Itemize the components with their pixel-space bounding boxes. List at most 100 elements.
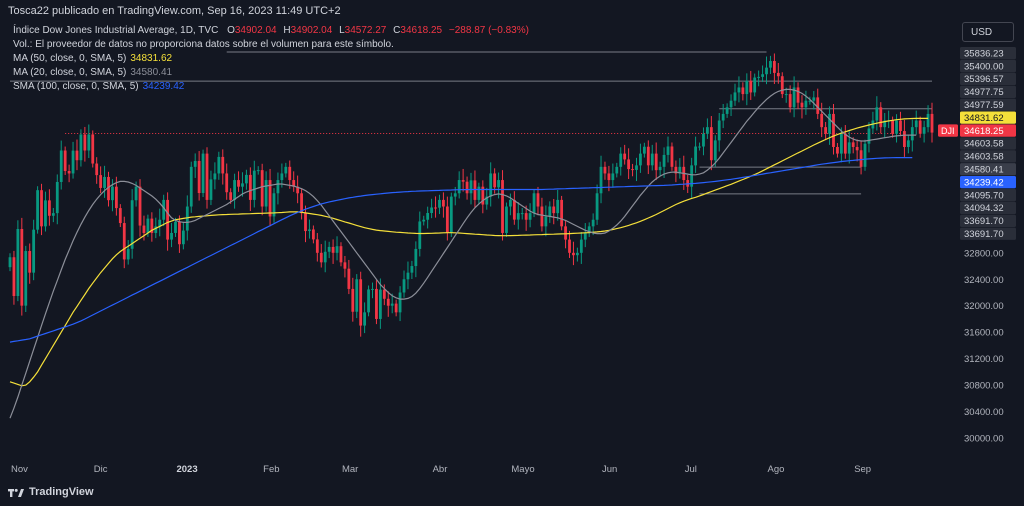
- candle-body: [761, 74, 764, 77]
- candle-body: [138, 186, 142, 226]
- candle: [658, 161, 662, 177]
- candle-body: [323, 251, 327, 263]
- candle: [189, 161, 193, 213]
- candle-body: [745, 80, 749, 95]
- candle: [197, 151, 201, 201]
- candle: [489, 162, 493, 207]
- candle-body: [540, 206, 544, 227]
- legend-sma100-row[interactable]: SMA (100, close, 0, SMA, 5) 34239.42: [13, 80, 529, 94]
- candle: [260, 163, 264, 216]
- candle-body: [272, 193, 276, 217]
- candle: [619, 147, 623, 176]
- price-label-bg: [960, 72, 1016, 86]
- candle-body: [879, 107, 883, 128]
- candle: [40, 183, 43, 236]
- legend-sma100-label: SMA (100, close, 0, SMA, 5): [13, 81, 139, 92]
- candle-body: [142, 225, 146, 233]
- price-label-bg: [960, 85, 1016, 98]
- candle-body: [792, 87, 796, 108]
- candle: [654, 142, 658, 181]
- candle-body: [252, 170, 256, 200]
- candle-body: [229, 192, 233, 200]
- candle-body: [804, 100, 808, 108]
- legend-ma50-row[interactable]: MA (50, close, 0, SMA, 5) 34831.62: [13, 52, 529, 66]
- price-label-bg: [960, 188, 1016, 202]
- candle: [465, 176, 469, 200]
- y-tick-label: 31200.00: [964, 354, 1004, 365]
- y-tick-label: 31600.00: [964, 328, 1004, 339]
- candle-body: [587, 226, 591, 233]
- candle-body: [899, 120, 902, 132]
- candle: [828, 106, 831, 145]
- candle: [28, 243, 32, 284]
- price-label-10: 34239.42: [964, 177, 1004, 188]
- candle: [674, 160, 678, 183]
- candle-body: [67, 170, 71, 174]
- candle-body: [556, 199, 560, 214]
- candle: [95, 157, 99, 184]
- candle-body: [733, 92, 737, 101]
- candle-body: [217, 156, 221, 174]
- price-label-bg: [960, 227, 1016, 240]
- candle-body: [906, 140, 910, 147]
- candle-body: [260, 170, 264, 207]
- candle: [520, 207, 524, 220]
- price-label-1: 35400.00: [964, 61, 1004, 72]
- candle-body: [382, 289, 386, 299]
- candle-body: [883, 120, 887, 128]
- candle-body: [335, 246, 339, 253]
- candle-body: [292, 180, 296, 187]
- candle: [461, 168, 465, 192]
- ma50-line: [9, 117, 929, 387]
- candle-body: [536, 193, 540, 207]
- candle-body: [497, 180, 500, 188]
- candle-body: [583, 232, 587, 240]
- candle-body: [237, 180, 240, 187]
- candle: [445, 196, 449, 241]
- legend-ma20-row[interactable]: MA (20, close, 0, SMA, 5) 34580.41: [13, 66, 529, 80]
- candle-body: [646, 146, 650, 166]
- candle-body: [709, 127, 713, 161]
- candle: [709, 116, 713, 171]
- candle: [67, 164, 71, 183]
- candle: [284, 162, 288, 178]
- candle: [481, 180, 485, 214]
- candle-body: [181, 230, 185, 245]
- candle-body: [390, 303, 394, 306]
- candle-body: [772, 61, 776, 73]
- candle-body: [481, 186, 485, 205]
- candle-body: [564, 226, 567, 240]
- candle: [855, 139, 859, 162]
- candle-body: [154, 226, 158, 233]
- price-label-bg: [960, 124, 1016, 137]
- price-label-6: 34618.25: [964, 126, 1004, 137]
- candle: [737, 76, 741, 103]
- legend-symbol-title[interactable]: Índice Dow Jones Industrial Average, 1D,…: [13, 25, 219, 36]
- candle: [516, 202, 520, 230]
- candle-body: [713, 140, 717, 161]
- price-label-7: 34603.58: [964, 139, 1004, 150]
- candle-body: [780, 76, 784, 95]
- brand[interactable]: TradingView: [8, 486, 94, 498]
- x-tick-label: Feb: [263, 464, 279, 475]
- price-label-bg: [960, 163, 1016, 176]
- candle: [745, 73, 749, 106]
- candle-body: [248, 174, 252, 200]
- candle: [603, 161, 607, 180]
- candle: [111, 179, 114, 212]
- candle-body: [591, 219, 595, 227]
- candle-body: [489, 173, 493, 197]
- currency-selector[interactable]: USD: [962, 22, 1014, 42]
- candle: [343, 255, 347, 278]
- candle-body: [903, 131, 906, 147]
- candle: [79, 129, 83, 167]
- candle-body: [741, 87, 745, 95]
- candle: [418, 211, 422, 257]
- candle: [796, 82, 800, 110]
- candle: [390, 293, 394, 314]
- candle-body: [79, 134, 83, 161]
- candle-body: [627, 159, 631, 170]
- candle: [812, 91, 816, 110]
- candle-body: [828, 113, 831, 134]
